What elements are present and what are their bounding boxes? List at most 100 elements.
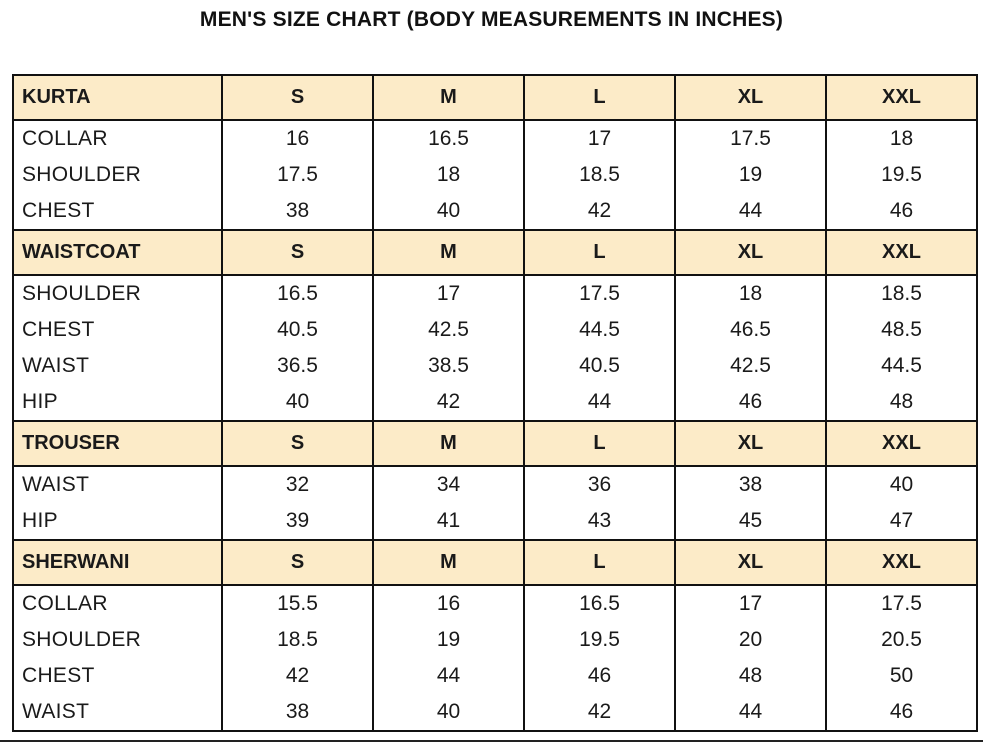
size-header: L [523,420,676,467]
measurement-value: 36.5 [221,348,374,384]
size-header: L [523,74,676,121]
size-header: XXL [825,539,978,586]
section-header-row: SHERWANI S M L XL XXL [12,539,978,586]
garment-name: KURTA [12,74,223,121]
measurement-value: 42.5 [674,348,827,384]
measurement-label: WAIST [12,466,223,503]
measurement-value: 38.5 [372,348,525,384]
measurement-value: 38 [221,694,374,731]
size-header: M [372,229,525,276]
size-header: XL [674,229,827,276]
size-header: S [221,539,374,586]
size-header: M [372,539,525,586]
measurement-value: 42.5 [372,312,525,348]
measurement-label: SHOULDER [12,622,223,658]
measurement-value: 19 [372,622,525,658]
measurement-value: 18.5 [825,275,978,312]
measurement-value: 38 [221,193,374,230]
measurement-label: SHOULDER [12,157,223,193]
table-row: WAIST 38 40 42 44 46 [12,694,978,731]
size-header: XXL [825,420,978,467]
table-row: SHOULDER 16.5 17 17.5 18 18.5 [12,275,978,312]
bottom-divider [0,740,983,742]
measurement-value: 18 [372,157,525,193]
measurement-value: 18 [674,275,827,312]
size-header: XXL [825,74,978,121]
measurement-value: 40 [372,694,525,731]
measurement-value: 42 [221,658,374,694]
measurement-value: 44 [674,193,827,230]
measurement-value: 46 [825,193,978,230]
section-header-row: TROUSER S M L XL XXL [12,420,978,467]
measurement-value: 43 [523,503,676,540]
measurement-value: 15.5 [221,585,374,622]
measurement-value: 48 [825,384,978,421]
measurement-value: 40.5 [523,348,676,384]
measurement-value: 44 [674,694,827,731]
table-row: CHEST 40.5 42.5 44.5 46.5 48.5 [12,312,978,348]
measurement-value: 19.5 [523,622,676,658]
measurement-value: 41 [372,503,525,540]
size-header: L [523,229,676,276]
measurement-value: 44 [523,384,676,421]
measurement-value: 34 [372,466,525,503]
measurement-value: 18.5 [221,622,374,658]
measurement-value: 47 [825,503,978,540]
measurement-value: 39 [221,503,374,540]
size-chart-table: KURTA S M L XL XXL COLLAR 16 16.5 17 17.5 18 SHOULDE… [12,74,978,732]
measurement-label: WAIST [12,694,223,731]
page-title: MEN'S SIZE CHART (BODY MEASUREMENTS IN I… [199,8,784,31]
table-row: HIP 40 42 44 46 48 [12,384,978,421]
measurement-label: CHEST [12,193,223,230]
size-header: S [221,229,374,276]
measurement-value: 44.5 [523,312,676,348]
measurement-value: 20 [674,622,827,658]
measurement-value: 40.5 [221,312,374,348]
measurement-value: 19.5 [825,157,978,193]
table-row: SHOULDER 18.5 19 19.5 20 20.5 [12,622,978,658]
size-header: XXL [825,229,978,276]
measurement-value: 16.5 [523,585,676,622]
size-header: S [221,420,374,467]
measurement-value: 48 [674,658,827,694]
measurement-value: 42 [523,694,676,731]
measurement-value: 46 [825,694,978,731]
measurement-value: 40 [372,193,525,230]
table-row: HIP 39 41 43 45 47 [12,503,978,540]
size-header: XL [674,74,827,121]
measurement-value: 42 [523,193,676,230]
measurement-value: 46 [674,384,827,421]
measurement-value: 32 [221,466,374,503]
measurement-value: 46.5 [674,312,827,348]
measurement-value: 36 [523,466,676,503]
section-header-row: WAISTCOAT S M L XL XXL [12,229,978,276]
measurement-value: 48.5 [825,312,978,348]
size-header: XL [674,420,827,467]
measurement-value: 44.5 [825,348,978,384]
measurement-value: 20.5 [825,622,978,658]
measurement-value: 16.5 [372,120,525,157]
size-header: M [372,420,525,467]
measurement-value: 18.5 [523,157,676,193]
size-header: S [221,74,374,121]
measurement-label: CHEST [12,312,223,348]
section-header-row: KURTA S M L XL XXL [12,74,978,121]
size-header: M [372,74,525,121]
measurement-value: 44 [372,658,525,694]
measurement-value: 17.5 [523,275,676,312]
measurement-value: 17 [523,120,676,157]
measurement-value: 17 [372,275,525,312]
table-row: CHEST 42 44 46 48 50 [12,658,978,694]
measurement-value: 40 [221,384,374,421]
measurement-value: 38 [674,466,827,503]
garment-name: TROUSER [12,420,223,467]
table-row: SHOULDER 17.5 18 18.5 19 19.5 [12,157,978,193]
table-row: WAIST 32 34 36 38 40 [12,466,978,503]
measurement-value: 50 [825,658,978,694]
measurement-label: COLLAR [12,120,223,157]
measurement-value: 16 [221,120,374,157]
size-chart-body: KURTA S M L XL XXL COLLAR 16 16.5 17 17.5 18 SHOULDE… [12,74,978,731]
measurement-value: 17.5 [221,157,374,193]
measurement-value: 16.5 [221,275,374,312]
measurement-value: 19 [674,157,827,193]
